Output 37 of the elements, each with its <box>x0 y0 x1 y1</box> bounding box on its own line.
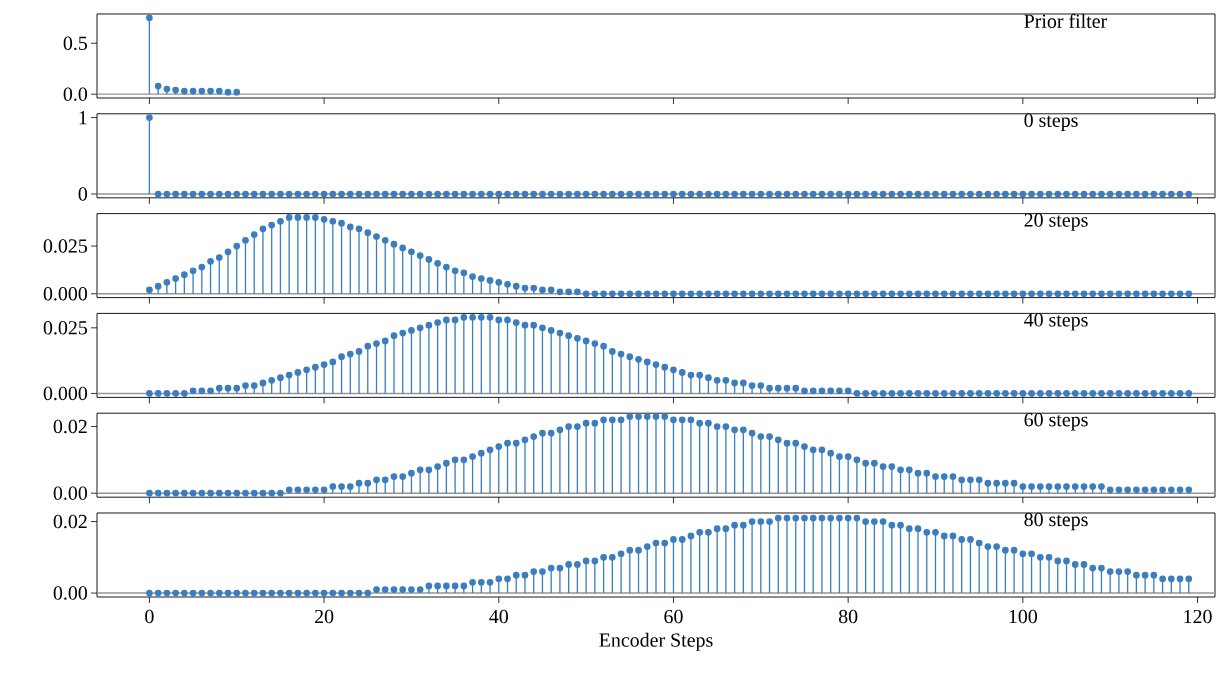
point <box>172 86 179 94</box>
y-tick-label: 0.5 <box>63 36 88 51</box>
point <box>224 88 232 96</box>
point <box>154 82 162 90</box>
point <box>198 87 206 95</box>
point <box>180 87 188 95</box>
y-tick-label: 0.00 <box>53 586 88 600</box>
point <box>215 87 223 95</box>
x-axis-title: Encoder Steps <box>599 632 713 651</box>
point <box>189 87 197 95</box>
x-tick-label: 20 <box>315 609 334 624</box>
x-tick-label: 40 <box>489 609 508 624</box>
chart-title: 40 steps <box>1024 313 1088 331</box>
y-tick-label: 0.0 <box>63 87 88 101</box>
chart-title: Prior filter <box>1024 13 1108 28</box>
y-tick-label: 0.000 <box>43 287 88 301</box>
x-tick-label: 60 <box>664 609 683 624</box>
y-tick-label: 0.00 <box>53 486 88 500</box>
y-tick-label: 0.000 <box>43 386 88 401</box>
x-tick-label: 80 <box>838 609 858 624</box>
y-tick-label: 0.02 <box>53 514 87 529</box>
y-tick-label: 0.025 <box>43 321 88 335</box>
chart-title: 0 steps <box>1024 113 1078 132</box>
y-tick-label: 0 <box>78 187 88 201</box>
y-tick-label: 0.025 <box>43 239 88 253</box>
chart-title: 20 steps <box>1024 213 1088 231</box>
point <box>163 85 171 93</box>
chart-title: 60 steps <box>1024 412 1088 431</box>
y-tick-label: 1 <box>79 111 87 125</box>
point <box>146 14 153 22</box>
point <box>233 88 241 96</box>
x-tick-label: 0 <box>145 609 154 624</box>
x-tick-label: 120 <box>1184 609 1212 624</box>
y-tick-label: 0.02 <box>53 419 87 434</box>
x-tick-label: 100 <box>1009 609 1038 624</box>
point <box>207 87 214 95</box>
chart-title: 80 steps <box>1024 512 1088 531</box>
